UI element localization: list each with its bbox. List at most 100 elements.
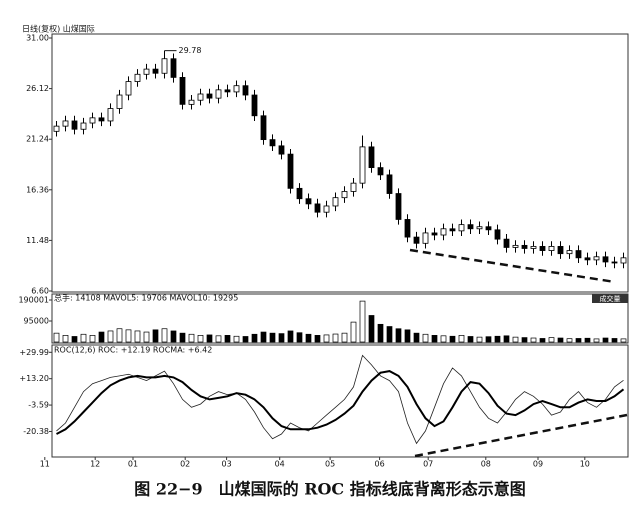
price-title: 日线(复权) 山煤国际 [22, 24, 95, 34]
volume-bar [611, 338, 618, 343]
volume-bar [548, 337, 555, 343]
volume-bar [197, 335, 204, 343]
candle-body [467, 224, 474, 230]
volume-bar [368, 315, 375, 343]
volume-bar [143, 331, 150, 343]
candle-body [242, 85, 249, 96]
candle-body [314, 203, 321, 213]
candle-body [251, 94, 258, 117]
candle-body [530, 246, 537, 249]
roc-line [56, 354, 624, 445]
volume-bar [539, 338, 546, 343]
candle-body [548, 246, 555, 251]
volume-bar [242, 336, 249, 343]
x-tick-label: 06 [375, 460, 385, 469]
candle-body [332, 197, 339, 207]
candle-body [359, 146, 366, 184]
volume-bar [521, 337, 528, 343]
x-tick-label: 05 [325, 460, 335, 469]
candle-body [512, 244, 519, 248]
candle-body [233, 85, 240, 93]
candle-body [296, 187, 303, 200]
candle-body [449, 228, 456, 232]
candle-body [584, 257, 591, 261]
volume-bar [458, 335, 465, 343]
x-tick-label: 03 [222, 460, 232, 469]
annotation: 29.78 [179, 46, 202, 55]
volume-panel [51, 293, 629, 344]
volume-bar [215, 335, 222, 343]
volume-bar [485, 336, 492, 343]
volume-bar [350, 321, 357, 343]
volume-bar [440, 335, 447, 343]
candle-body [521, 244, 528, 249]
y-tick-label: 31.00 [26, 34, 49, 43]
candle-body [53, 125, 60, 132]
volume-bar [98, 331, 105, 343]
volume-bar [566, 338, 573, 343]
candle-body [161, 58, 168, 74]
candle-body [440, 228, 447, 236]
volume-title: 总手: 14108 MAVOL5: 19706 MAVOL10: 19295 [54, 293, 238, 303]
volume-bar [251, 333, 258, 343]
price-trend-line [409, 248, 616, 284]
candle-body [152, 68, 159, 74]
candle-body [197, 93, 204, 101]
y-tick-label: 26.12 [26, 84, 49, 93]
y-tick-label: 95000 [24, 317, 49, 326]
x-tick-label: 07 [423, 460, 433, 469]
candle-body [485, 226, 492, 231]
volume-bar [503, 335, 510, 343]
roc-panel [51, 344, 629, 458]
x-tick-label: 09 [533, 460, 543, 469]
y-tick-label: -20.38 [23, 427, 49, 436]
volume-bar [593, 338, 600, 343]
volume-bar [161, 328, 168, 343]
x-tick-label: 10 [580, 460, 590, 469]
candle-body [404, 219, 411, 238]
volume-bar [179, 332, 186, 343]
volume-bar [584, 337, 591, 343]
x-tick-label: 11 [40, 460, 50, 469]
volume-bar [269, 332, 276, 343]
volume-bar [431, 335, 438, 343]
roc-title: ROC(12,6) ROC: +12.19 ROCMA: +6.42 [54, 346, 212, 355]
volume-bar [404, 329, 411, 343]
volume-bar [395, 328, 402, 343]
candle-body [368, 146, 375, 169]
candle-body [593, 256, 600, 261]
candle-body [80, 122, 87, 130]
volume-bar [188, 333, 195, 343]
candle-body [62, 120, 69, 127]
candle-body [107, 108, 114, 122]
y-tick-label: +13.20 [19, 374, 49, 383]
volume-bar [278, 333, 285, 343]
volume-bar [233, 335, 240, 343]
volume-bar [260, 331, 267, 343]
volume-bar [314, 335, 321, 343]
volume-bar [494, 335, 501, 343]
volume-bar [53, 332, 60, 343]
volume-label: 成交量 [600, 294, 621, 303]
volume-bar [341, 332, 348, 343]
candle-body [602, 256, 609, 263]
caption: 图 22−9 山煤国际的 ROC 指标线底背离形态示意图 [134, 480, 526, 499]
candle-body [71, 120, 78, 130]
candle-body [323, 205, 330, 213]
candle-body [143, 68, 150, 75]
volume-bar [80, 333, 87, 343]
candle-body [476, 226, 483, 230]
candle-body [179, 77, 186, 105]
volume-bar [575, 338, 582, 343]
x-tick-label: 12 [90, 460, 100, 469]
candle-body [170, 58, 177, 78]
y-tick-label: 11.48 [26, 236, 49, 245]
x-tick-label: 04 [275, 460, 285, 469]
candle-body [215, 89, 222, 99]
candle-body [206, 93, 213, 99]
volume-bar [476, 336, 483, 343]
price-panel [51, 33, 629, 293]
y-tick-label: -3.59 [28, 401, 49, 410]
volume-bar [134, 330, 141, 343]
